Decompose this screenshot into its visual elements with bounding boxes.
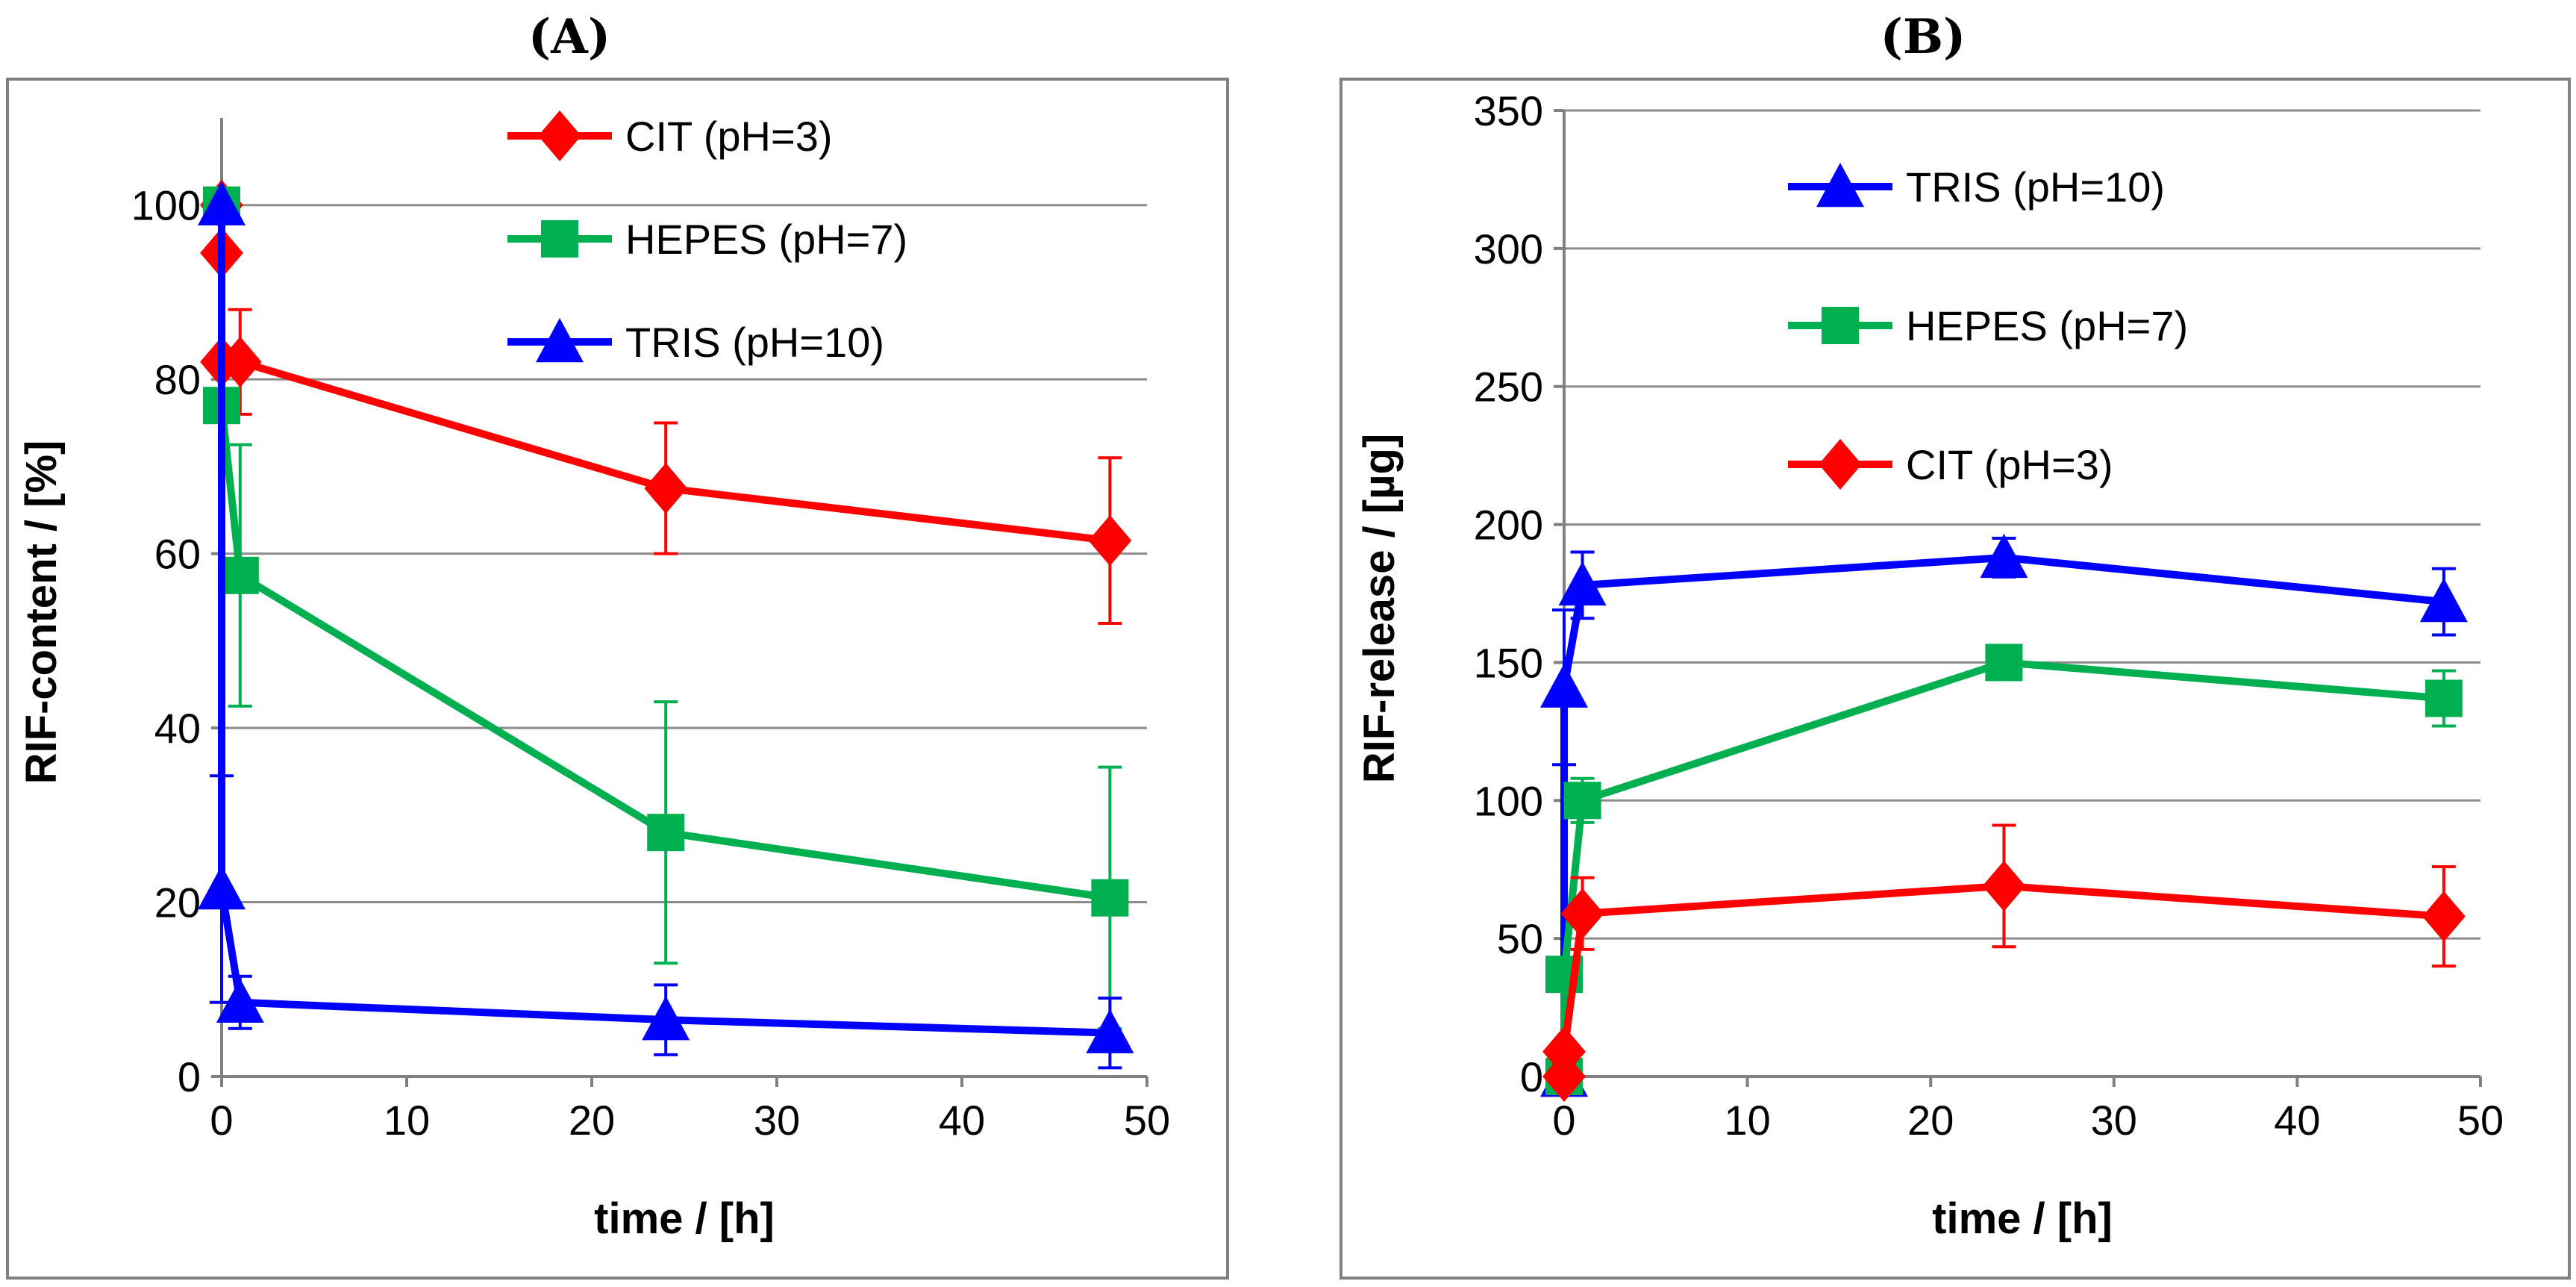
chart-b-series-tris-point: [1980, 533, 2028, 579]
chart-b-y-tick-label: 200: [1474, 502, 1543, 549]
chart-a-series-tris-point: [642, 996, 690, 1041]
chart-a-series-tris-point: [198, 181, 246, 225]
panel-a-frame: [6, 78, 1229, 1280]
chart-a-series-tris-point: [216, 978, 264, 1023]
chart-b-y-tick-label: 250: [1474, 364, 1543, 411]
chart-a-legend-cit-label: CIT (pH=3): [625, 113, 832, 160]
chart-b-legend-hepes-marker: [1822, 307, 1859, 344]
chart-a-series-cit-point: [218, 336, 262, 387]
chart-a-y-tick-label: 20: [154, 879, 201, 926]
chart-a-legend-tris-label: TRIS (pH=10): [625, 319, 884, 366]
chart-a-x-tick-label: 40: [939, 1097, 985, 1144]
chart-a-series-cit-point: [644, 463, 688, 514]
chart-a-x-tick-label: 50: [1124, 1097, 1170, 1144]
chart-b-y-axis-label: RIF-release / [µg]: [1355, 434, 1404, 784]
chart-a-x-tick-label: 10: [384, 1097, 430, 1144]
chart-b-x-tick-label: 30: [2091, 1097, 2137, 1144]
chart-b-x-tick-label: 10: [1724, 1097, 1770, 1144]
chart-b-legend-tris-label: TRIS (pH=10): [1906, 163, 2165, 211]
chart-b-series-cit-point: [2422, 891, 2466, 942]
chart-a-x-tick-label: 0: [210, 1097, 233, 1144]
chart-b-series-hepes-point: [1563, 782, 1601, 820]
chart-a-x-tick-label: 30: [754, 1097, 800, 1144]
chart-a-y-tick-label: 60: [154, 531, 201, 578]
chart-b-series-tris-point: [1558, 561, 1607, 606]
chart-b-series-cit-point: [1542, 1026, 1586, 1077]
chart-a-series-tris-point: [198, 865, 246, 910]
chart-b-y-tick-label: 100: [1474, 777, 1543, 824]
chart-b-x-tick-label: 20: [1907, 1097, 1954, 1144]
chart-b-x-tick-label: 0: [1552, 1097, 1575, 1144]
chart-a-y-axis-label: RIF-content / [%]: [17, 440, 66, 785]
chart-a-x-axis-label: time / [h]: [594, 1194, 775, 1243]
chart-a-y-tick-label: 0: [178, 1053, 201, 1100]
chart-b-series-hepes-point: [1985, 644, 2023, 682]
chart-b-series-tris-point: [1540, 663, 1588, 708]
chart-b-y-tick-label: 300: [1474, 225, 1543, 272]
panel-b-title: (B): [1880, 9, 1966, 65]
chart-b-x-tick-label: 50: [2457, 1097, 2504, 1144]
chart-b-y-tick-label: 0: [1520, 1053, 1543, 1100]
chart-b-legend-cit-marker: [1819, 439, 1862, 490]
chart-a-series-cit-point: [1088, 515, 1132, 567]
chart-b-x-axis-label: time / [h]: [1932, 1194, 2113, 1243]
chart-a-y-tick-label: 40: [154, 705, 201, 752]
chart-b-series-cit-point: [1560, 888, 1604, 939]
chart-b-x-tick-label: 40: [2274, 1097, 2320, 1144]
chart-b-series-cit-point: [1982, 860, 2026, 912]
chart-a-legend-tris-marker: [536, 318, 584, 363]
chart-b-y-tick-label: 150: [1474, 639, 1543, 686]
chart-a-series-hepes-point: [1091, 879, 1129, 917]
chart-a-legend-cit-marker: [538, 110, 581, 161]
chart-a-x-tick-label: 20: [569, 1097, 615, 1144]
chart-b-series-tris-line: [1560, 553, 2445, 1076]
chart-a-legend-hepes-marker: [541, 220, 578, 258]
chart-b-legend-hepes-label: HEPES (pH=7): [1906, 302, 2188, 349]
chart-b-legend-cit-label: CIT (pH=3): [1906, 441, 2113, 488]
chart-a-legend-hepes-label: HEPES (pH=7): [625, 216, 907, 263]
chart-a-series-tris-point: [1086, 1009, 1134, 1053]
chart-b-y-tick-label: 350: [1474, 87, 1543, 134]
chart-b-y-tick-label: 50: [1497, 915, 1543, 962]
chart-a-series-hepes-point: [221, 556, 259, 594]
panel-a-title: (A): [528, 9, 611, 65]
chart-a-series-hepes-point: [647, 814, 685, 852]
chart-b-series-tris-point: [2419, 578, 2468, 623]
chart-a-y-tick-label: 80: [154, 356, 201, 403]
chart-b-series-hepes-point: [2425, 679, 2463, 717]
chart-b-legend-tris-marker: [1816, 163, 1864, 208]
chart-a-y-tick-label: 100: [131, 182, 201, 229]
